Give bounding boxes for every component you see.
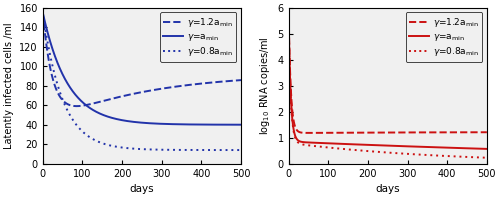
X-axis label: days: days <box>130 184 154 194</box>
Legend: $\gamma$=1.2a$_{\rm min}$, $\gamma$=a$_{\rm min}$, $\gamma$=0.8a$_{\rm min}$: $\gamma$=1.2a$_{\rm min}$, $\gamma$=a$_{… <box>406 12 482 62</box>
Y-axis label: log$_{10}$ RNA copies/ml: log$_{10}$ RNA copies/ml <box>258 36 272 135</box>
X-axis label: days: days <box>376 184 400 194</box>
Legend: $\gamma$=1.2a$_{\rm min}$, $\gamma$=a$_{\rm min}$, $\gamma$=0.8a$_{\rm min}$: $\gamma$=1.2a$_{\rm min}$, $\gamma$=a$_{… <box>160 12 236 62</box>
Y-axis label: Latently infected cells /ml: Latently infected cells /ml <box>4 23 14 149</box>
